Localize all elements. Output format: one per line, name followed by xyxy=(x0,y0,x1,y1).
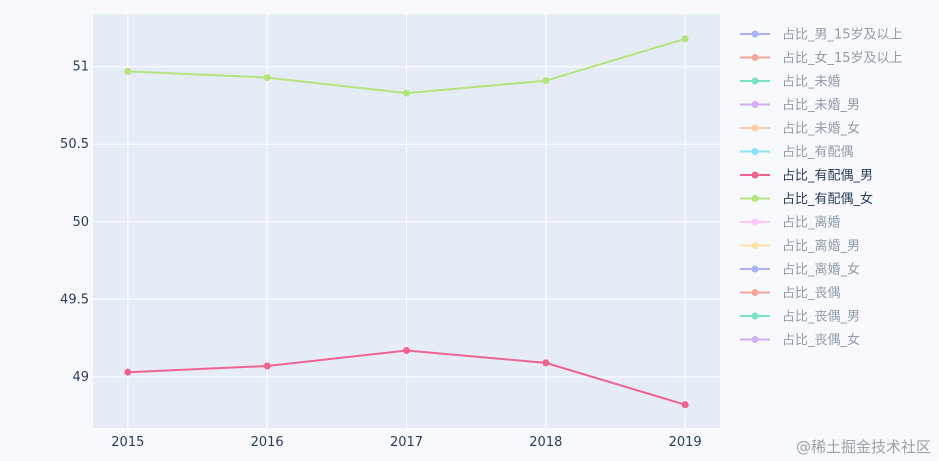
legend-label: 占比_丧偶_女 xyxy=(782,332,860,348)
legend-swatch-marker xyxy=(751,289,759,296)
legend-label: 占比_未婚_女 xyxy=(782,121,860,137)
legend-item[interactable]: 占比_丧偶_男 xyxy=(740,310,860,325)
legend-swatch-marker xyxy=(751,242,759,249)
legend-item[interactable]: 占比_女_15岁及以上 xyxy=(740,50,903,66)
legend-swatch-marker xyxy=(751,77,759,85)
x-tick-label: 2018 xyxy=(529,435,562,450)
legend-swatch-marker xyxy=(751,30,759,38)
legend-item[interactable]: 占比_丧偶 xyxy=(740,286,841,301)
data-point[interactable] xyxy=(403,89,410,97)
y-tick-label: 50 xyxy=(72,215,89,230)
legend-label: 占比_有配偶_男 xyxy=(782,169,873,184)
legend-label: 占比_未婚_男 xyxy=(782,98,860,113)
legend-label: 占比_离婚_女 xyxy=(782,262,860,278)
legend-item[interactable]: 占比_离婚_男 xyxy=(740,238,860,254)
x-tick-label: 2016 xyxy=(251,435,284,450)
legend-label: 占比_离婚 xyxy=(782,215,841,231)
legend-swatch-marker xyxy=(751,265,759,273)
data-point[interactable] xyxy=(542,359,550,367)
legend-item[interactable]: 占比_离婚 xyxy=(740,215,841,231)
data-point[interactable] xyxy=(542,77,550,85)
legend-swatch-marker xyxy=(751,148,759,155)
series-line[interactable] xyxy=(124,346,689,409)
legend-item[interactable]: 占比_有配偶 xyxy=(740,145,854,160)
data-point[interactable] xyxy=(124,67,132,75)
y-tick-label: 51 xyxy=(72,60,89,75)
x-tick-label: 2017 xyxy=(390,435,423,450)
legend-item[interactable]: 占比_有配偶_女 xyxy=(740,191,873,207)
legend-swatch-marker xyxy=(751,101,759,108)
legend-item[interactable]: 占比_未婚_男 xyxy=(740,98,860,113)
legend-item[interactable]: 占比_未婚_女 xyxy=(740,121,860,137)
legend-item[interactable]: 占比_离婚_女 xyxy=(740,262,860,278)
y-tick-label: 50.5 xyxy=(60,137,89,152)
x-tick-label: 2015 xyxy=(111,435,144,450)
data-point[interactable] xyxy=(124,368,132,376)
legend-swatch-marker xyxy=(751,54,759,61)
data-point[interactable] xyxy=(403,346,410,354)
legend-swatch-marker xyxy=(751,195,759,202)
legend-item[interactable]: 占比_有配偶_男 xyxy=(740,169,873,184)
legend-label: 占比_有配偶_女 xyxy=(782,191,873,207)
data-point[interactable] xyxy=(681,401,689,409)
x-tick-label: 2019 xyxy=(669,435,702,450)
data-point[interactable] xyxy=(263,74,271,82)
data-point[interactable] xyxy=(263,362,271,370)
legend-item[interactable]: 占比_丧偶_女 xyxy=(740,332,860,348)
legend-swatch-marker xyxy=(751,336,759,343)
data-point[interactable] xyxy=(681,35,689,43)
legend-swatch-marker xyxy=(751,218,759,226)
legend-item[interactable]: 占比_男_15岁及以上 xyxy=(740,28,903,43)
watermark: @稀土掘金技术社区 xyxy=(795,438,931,456)
legend-swatch-marker xyxy=(751,171,759,179)
legend-label: 占比_丧偶_男 xyxy=(782,310,860,325)
legend-swatch-marker xyxy=(751,312,759,320)
legend-label: 占比_丧偶 xyxy=(782,286,841,301)
y-tick-label: 49.5 xyxy=(60,292,89,307)
legend-item[interactable]: 占比_未婚 xyxy=(740,75,841,90)
y-tick-label: 49 xyxy=(72,370,89,385)
series-line[interactable] xyxy=(124,35,689,97)
legend-label: 占比_女_15岁及以上 xyxy=(782,50,903,66)
legend-label: 占比_男_15岁及以上 xyxy=(782,28,903,43)
legend-label: 占比_有配偶 xyxy=(782,145,854,160)
legend-label: 占比_未婚 xyxy=(782,75,841,90)
legend-label: 占比_离婚_男 xyxy=(782,238,860,254)
legend-swatch-marker xyxy=(751,124,759,132)
